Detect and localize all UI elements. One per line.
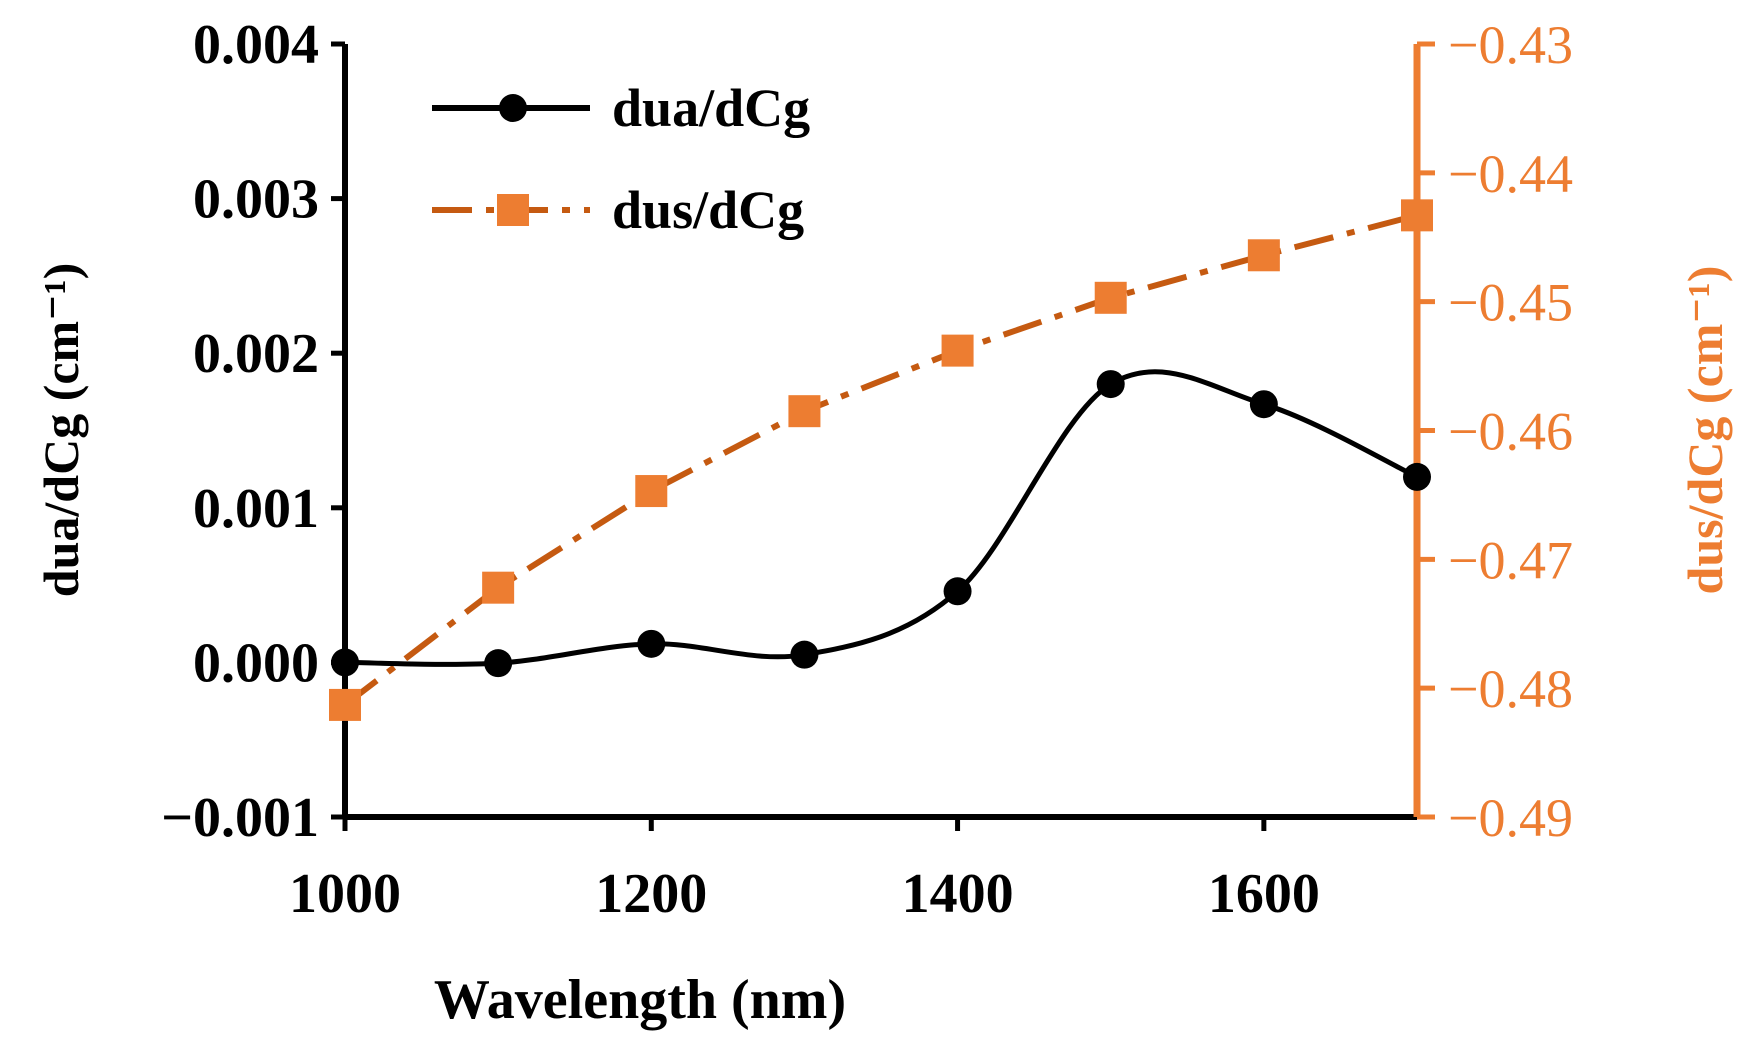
y-left-tick-label: 0.004: [193, 14, 319, 76]
series-dua-point: [484, 649, 513, 678]
y-right-tick-label: −0.48: [1448, 659, 1573, 719]
series-dus-point: [941, 334, 974, 367]
legend-dus-marker: [497, 194, 529, 226]
series-dua-point: [790, 640, 819, 669]
y-left-tick-label: 0.001: [193, 478, 319, 540]
y-right-tick-label: −0.46: [1448, 402, 1573, 462]
series-dua-point: [637, 629, 666, 658]
legend-dua-label: dua/dCg: [612, 78, 810, 138]
legend-dus-label: dus/dCg: [612, 180, 804, 240]
y-right-tick-label: −0.45: [1448, 273, 1573, 333]
x-tick-label: 1200: [595, 863, 707, 925]
series-dus-point: [635, 475, 668, 508]
series-dus-point: [1094, 281, 1127, 314]
series-dua-line: [344, 369, 1419, 667]
y-right-tick-label: −0.44: [1448, 144, 1573, 204]
series-dua-point: [331, 648, 359, 677]
series-dus-point: [1401, 199, 1433, 232]
series-dus-point: [482, 571, 515, 604]
y-axis-left-title: dua/dCg (cm⁻¹): [33, 263, 89, 597]
y-axis-right-title: dus/dCg (cm⁻¹): [1677, 266, 1733, 595]
series-dua-point: [1096, 370, 1125, 399]
x-axis-title: Wavelength (nm): [434, 969, 846, 1031]
y-right-tick-label: −0.49: [1448, 788, 1573, 848]
y-left-tick-label: 0.003: [193, 169, 319, 231]
series-dus-point: [1247, 239, 1280, 272]
legend-dua-marker: [499, 94, 527, 122]
x-tick-label: 1400: [902, 863, 1014, 925]
y-left-tick-label: −0.001: [161, 787, 319, 849]
series-dua-point: [1249, 390, 1278, 419]
series-dus-point: [329, 688, 361, 721]
y-left-tick-label: 0.002: [193, 323, 319, 385]
x-tick-label: 1000: [289, 863, 401, 925]
y-right-tick-label: −0.43: [1448, 15, 1573, 75]
series-dua-point: [1403, 462, 1431, 491]
series-dus-point: [788, 395, 821, 428]
y-right-tick-label: −0.47: [1448, 530, 1573, 590]
x-tick-label: 1600: [1208, 863, 1320, 925]
series-dus-line: [343, 212, 1418, 708]
series-dua-point: [943, 577, 972, 606]
y-left-tick-label: 0.000: [193, 632, 319, 694]
